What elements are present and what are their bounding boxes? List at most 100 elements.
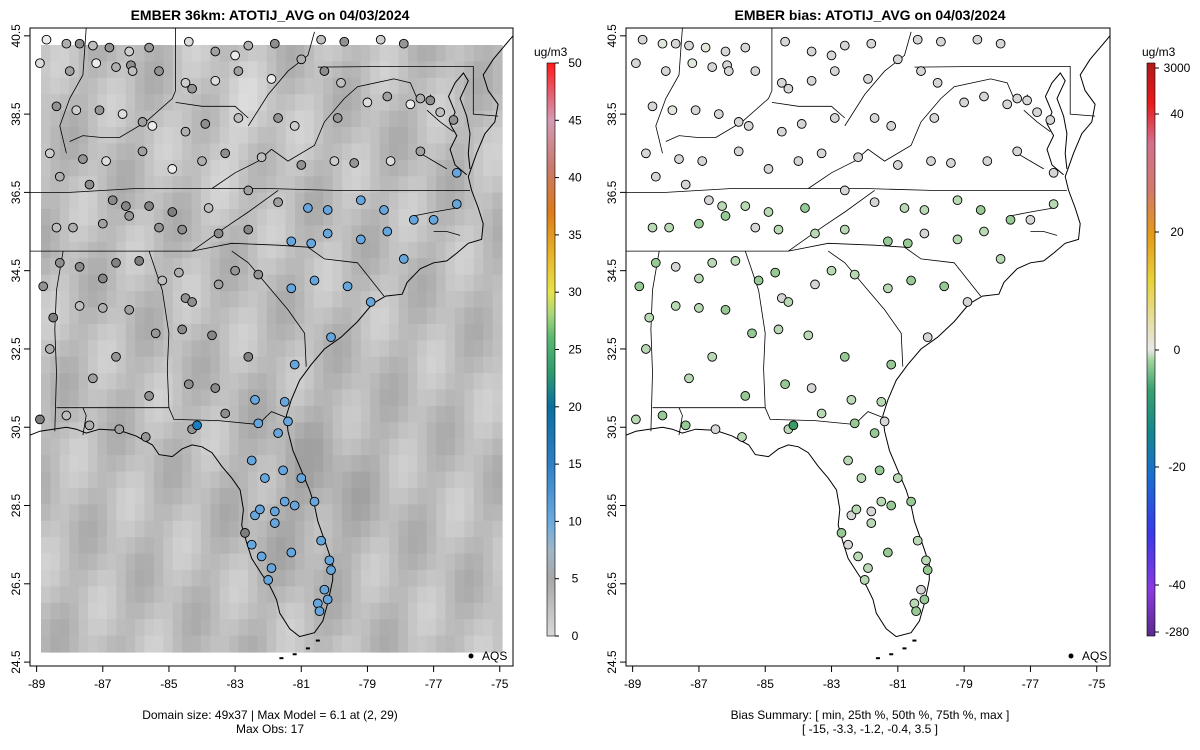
- model-grid-cell: [97, 553, 108, 571]
- model-grid-cell: [69, 159, 80, 177]
- model-grid-cell: [323, 143, 334, 161]
- model-grid-cell: [266, 291, 277, 309]
- model-grid-cell: [59, 241, 70, 259]
- state-boundary: [771, 102, 846, 119]
- model-grid-cell: [135, 373, 146, 391]
- model-grid-cell: [370, 45, 381, 63]
- model-grid-cell: [106, 422, 117, 440]
- model-grid-cell: [200, 520, 211, 538]
- model-grid-cell: [41, 159, 52, 177]
- model-grid-cell: [69, 487, 80, 505]
- model-grid-cell: [247, 77, 258, 95]
- model-grid-cell: [436, 323, 447, 341]
- model-grid-cell: [88, 225, 99, 243]
- model-grid-cell: [436, 471, 447, 489]
- model-grid-cell: [210, 258, 221, 276]
- model-grid-cell: [464, 110, 475, 128]
- station-marker: [220, 148, 231, 159]
- model-grid-cell: [238, 192, 249, 210]
- station-marker: [349, 158, 360, 168]
- model-grid-cell: [351, 45, 362, 63]
- model-grid-cell: [342, 569, 353, 587]
- model-grid-cell: [351, 553, 362, 571]
- model-grid-cell: [163, 438, 174, 456]
- model-grid-cell: [370, 422, 381, 440]
- station-marker: [61, 410, 72, 421]
- model-grid-cell: [238, 438, 249, 456]
- model-grid-cell: [106, 159, 117, 177]
- station-marker: [266, 74, 277, 84]
- station-marker: [740, 391, 751, 401]
- station-marker: [263, 575, 274, 585]
- model-grid-cell: [163, 258, 174, 276]
- model-grid-cell: [69, 635, 80, 653]
- right-x-tick-label: -89: [624, 677, 642, 691]
- station-marker: [35, 414, 45, 425]
- model-grid-cell: [304, 159, 315, 177]
- model-grid-cell: [313, 619, 324, 637]
- station-marker: [783, 297, 794, 307]
- model-grid-cell: [445, 635, 456, 653]
- model-grid-cell: [135, 455, 146, 473]
- station-marker: [853, 152, 863, 163]
- left-y-tick-label: 26.5: [9, 572, 23, 596]
- model-grid-cell: [398, 77, 409, 95]
- station-marker: [919, 594, 930, 605]
- model-grid-cell: [144, 520, 155, 538]
- model-grid-cell: [370, 127, 381, 145]
- model-grid-cell: [50, 176, 61, 194]
- model-grid-cell: [426, 176, 437, 194]
- model-grid-cell: [417, 569, 428, 587]
- model-grid-cell: [144, 569, 155, 587]
- model-grid-cell: [257, 307, 268, 325]
- model-grid-cell: [483, 127, 494, 145]
- model-grid-cell: [360, 110, 371, 128]
- model-grid-cell: [163, 487, 174, 505]
- model-grid-cell: [295, 537, 306, 555]
- station-marker: [720, 304, 731, 315]
- model-grid-cell: [389, 307, 400, 325]
- model-grid-cell: [492, 192, 503, 210]
- model-grid-cell: [238, 323, 249, 341]
- model-grid-cell: [473, 389, 484, 407]
- station-marker: [710, 424, 721, 435]
- model-grid-cell: [163, 291, 174, 309]
- model-grid-cell: [464, 405, 475, 423]
- model-grid-cell: [426, 225, 437, 243]
- model-grid-cell: [473, 61, 484, 79]
- model-grid-cell: [483, 291, 494, 309]
- station-marker: [952, 234, 963, 245]
- model-grid-cell: [50, 291, 61, 309]
- model-grid-cell: [172, 225, 183, 243]
- model-grid-cell: [454, 373, 465, 391]
- right-observation-points: [631, 34, 1059, 617]
- model-grid-cell: [342, 373, 353, 391]
- right-x-tick-label: -87: [690, 677, 708, 691]
- model-grid-cell: [295, 520, 306, 538]
- station-marker: [54, 171, 65, 182]
- station-marker: [631, 414, 641, 425]
- model-grid-cell: [257, 553, 268, 571]
- model-grid-cell: [436, 438, 447, 456]
- model-grid-cell: [247, 291, 258, 309]
- model-grid-cell: [116, 241, 127, 259]
- model-grid-cell: [257, 127, 268, 145]
- left-panel: EMBER 36km: ATOTIJ_AVG on 04/03/2024 -89…: [9, 7, 582, 736]
- model-grid-cell: [153, 586, 164, 604]
- model-grid-cell: [483, 274, 494, 292]
- model-grid-cell: [276, 258, 287, 276]
- model-grid-cell: [106, 127, 117, 145]
- model-grid-cell: [332, 356, 343, 374]
- model-grid-cell: [200, 586, 211, 604]
- model-grid-cell: [379, 307, 390, 325]
- left-footer-line-1: Domain size: 49x37 | Max Model = 6.1 at …: [142, 708, 398, 722]
- model-grid-cell: [97, 389, 108, 407]
- model-grid-cell: [295, 143, 306, 161]
- model-grid-cell: [295, 45, 306, 63]
- model-grid-cell: [97, 356, 108, 374]
- model-grid-cell: [144, 455, 155, 473]
- station-marker: [829, 113, 840, 123]
- model-grid-cell: [125, 487, 136, 505]
- model-grid-cell: [163, 176, 174, 194]
- model-grid-cell: [276, 209, 287, 227]
